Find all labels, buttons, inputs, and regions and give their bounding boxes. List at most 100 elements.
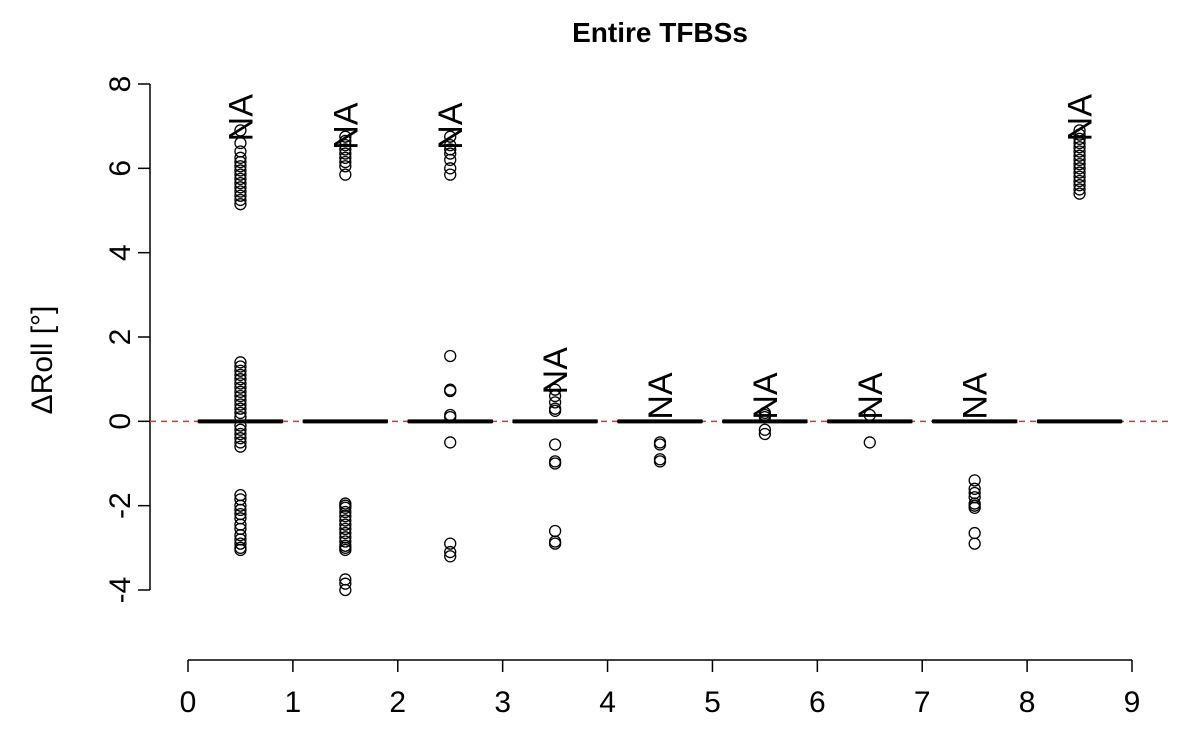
x-tick-label: 0	[180, 686, 197, 719]
outlier-point	[339, 147, 352, 160]
y-axis: -4 -2 0 2 4 6 8	[104, 76, 151, 604]
outlier-point	[234, 503, 247, 517]
outlier-point	[444, 410, 457, 424]
outlier-point	[444, 138, 457, 152]
outlier-point	[1073, 145, 1086, 158]
outlier-point	[1073, 170, 1086, 183]
box-group	[197, 419, 1123, 424]
outlier-point	[234, 193, 247, 207]
outlier-point	[1073, 179, 1086, 192]
outlier-point	[444, 162, 457, 175]
outlier-point	[1073, 128, 1086, 141]
outlier-point	[234, 537, 247, 550]
outlier-point	[234, 189, 247, 202]
outlier-point	[444, 130, 457, 143]
na-label: NA	[1062, 94, 1100, 142]
outlier-point	[863, 436, 876, 449]
x-tick-label: 6	[809, 686, 826, 719]
outlier-point	[339, 160, 352, 173]
outlier-point	[548, 537, 562, 550]
outlier-point	[234, 440, 247, 453]
y-tick-label: -4	[104, 577, 137, 604]
outlier-point	[234, 373, 247, 386]
outlier-point	[339, 505, 352, 519]
outlier-point	[444, 153, 457, 167]
outlier-point	[444, 550, 457, 563]
outlier-point	[444, 147, 457, 160]
outlier-point	[234, 176, 247, 190]
y-tick-label: 2	[104, 329, 137, 346]
outlier-point	[548, 404, 562, 417]
y-tick-label: 8	[104, 76, 137, 93]
y-tick-label: 4	[104, 244, 137, 261]
outlier-point	[548, 457, 562, 470]
outlier-point	[234, 389, 247, 403]
outlier-point	[234, 436, 247, 449]
outlier-point	[234, 410, 247, 424]
outlier-point	[339, 510, 352, 523]
outlier-point	[444, 384, 457, 398]
outlier-point	[968, 501, 981, 514]
na-label: NA	[222, 94, 260, 142]
outlier-point	[548, 389, 562, 403]
outlier-point	[863, 408, 876, 422]
outlier-point	[234, 164, 247, 177]
outlier-point	[444, 537, 457, 550]
outlier-point	[339, 138, 352, 152]
outlier-point	[968, 537, 981, 550]
outlier-point	[234, 136, 247, 150]
outlier-point	[339, 518, 352, 531]
y-tick-label: 0	[104, 413, 137, 430]
outlier-point	[234, 529, 247, 542]
x-tick-label: 4	[599, 686, 616, 719]
outlier-point	[234, 398, 247, 411]
outlier-point	[548, 396, 562, 409]
x-axis: 0 1 2 3 4 5 6 7 8 9	[180, 659, 1140, 719]
outlier-point	[444, 168, 457, 181]
outlier-point	[234, 364, 247, 377]
outlier-point	[234, 181, 247, 194]
na-label: NA	[327, 102, 365, 150]
outlier-point	[234, 499, 247, 512]
outlier-point	[234, 151, 247, 164]
outlier-point	[1073, 132, 1086, 145]
outlier-point	[1073, 157, 1086, 171]
outlier-point	[1073, 174, 1086, 188]
outlier-point	[339, 577, 352, 590]
outlier-point	[339, 130, 352, 143]
outlier-point	[339, 543, 352, 557]
outlier-point	[1073, 183, 1086, 196]
outlier-point	[234, 377, 247, 390]
outlier-point	[234, 423, 247, 436]
outlier-point	[234, 402, 247, 415]
outlier-point	[758, 427, 772, 441]
outlier-point	[234, 172, 247, 186]
outlier-point	[1073, 166, 1086, 179]
outlier-point	[758, 423, 772, 436]
outlier-point	[548, 438, 562, 451]
x-tick-label: 5	[704, 686, 721, 719]
outlier-point	[234, 385, 247, 398]
na-label: NA	[957, 372, 995, 420]
outlier-point	[234, 185, 247, 198]
outlier-point	[968, 482, 981, 495]
outlier-point	[339, 134, 352, 148]
outlier-point	[234, 155, 247, 169]
outlier-point	[234, 124, 247, 137]
na-label: NA	[747, 372, 785, 420]
chart-title: Entire TFBSs	[572, 17, 748, 48]
outlier-point	[339, 583, 352, 597]
outlier-point	[1073, 149, 1086, 162]
x-tick-label: 8	[1019, 686, 1036, 719]
na-label: NA	[852, 372, 890, 420]
outlier-point	[444, 349, 457, 363]
outlier-point	[968, 526, 981, 540]
outlier-point	[444, 545, 457, 559]
outlier-point	[234, 406, 247, 420]
outlier-point	[234, 160, 247, 173]
outlier-point	[548, 383, 562, 396]
x-tick-label: 7	[914, 686, 931, 719]
outlier-point	[234, 381, 247, 394]
outlier-point	[653, 438, 667, 451]
